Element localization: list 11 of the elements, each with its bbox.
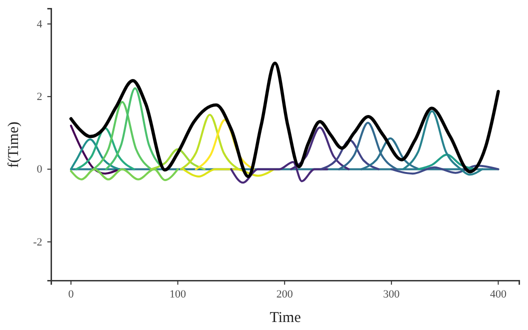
y-tick-label: 4 (36, 18, 43, 30)
y-tick-label: -2 (33, 236, 42, 248)
x-tick-label: 0 (68, 288, 74, 301)
x-tick-label: 200 (276, 288, 294, 301)
x-tick-label: 400 (490, 288, 508, 301)
y-axis-title: f(Time) (6, 122, 22, 168)
y-tick-label: 0 (36, 164, 43, 176)
x-tick-label: 100 (170, 288, 187, 301)
x-tick-label: 300 (383, 288, 400, 301)
y-tick-label: 2 (36, 91, 42, 104)
x-axis-title: Time (270, 310, 302, 326)
